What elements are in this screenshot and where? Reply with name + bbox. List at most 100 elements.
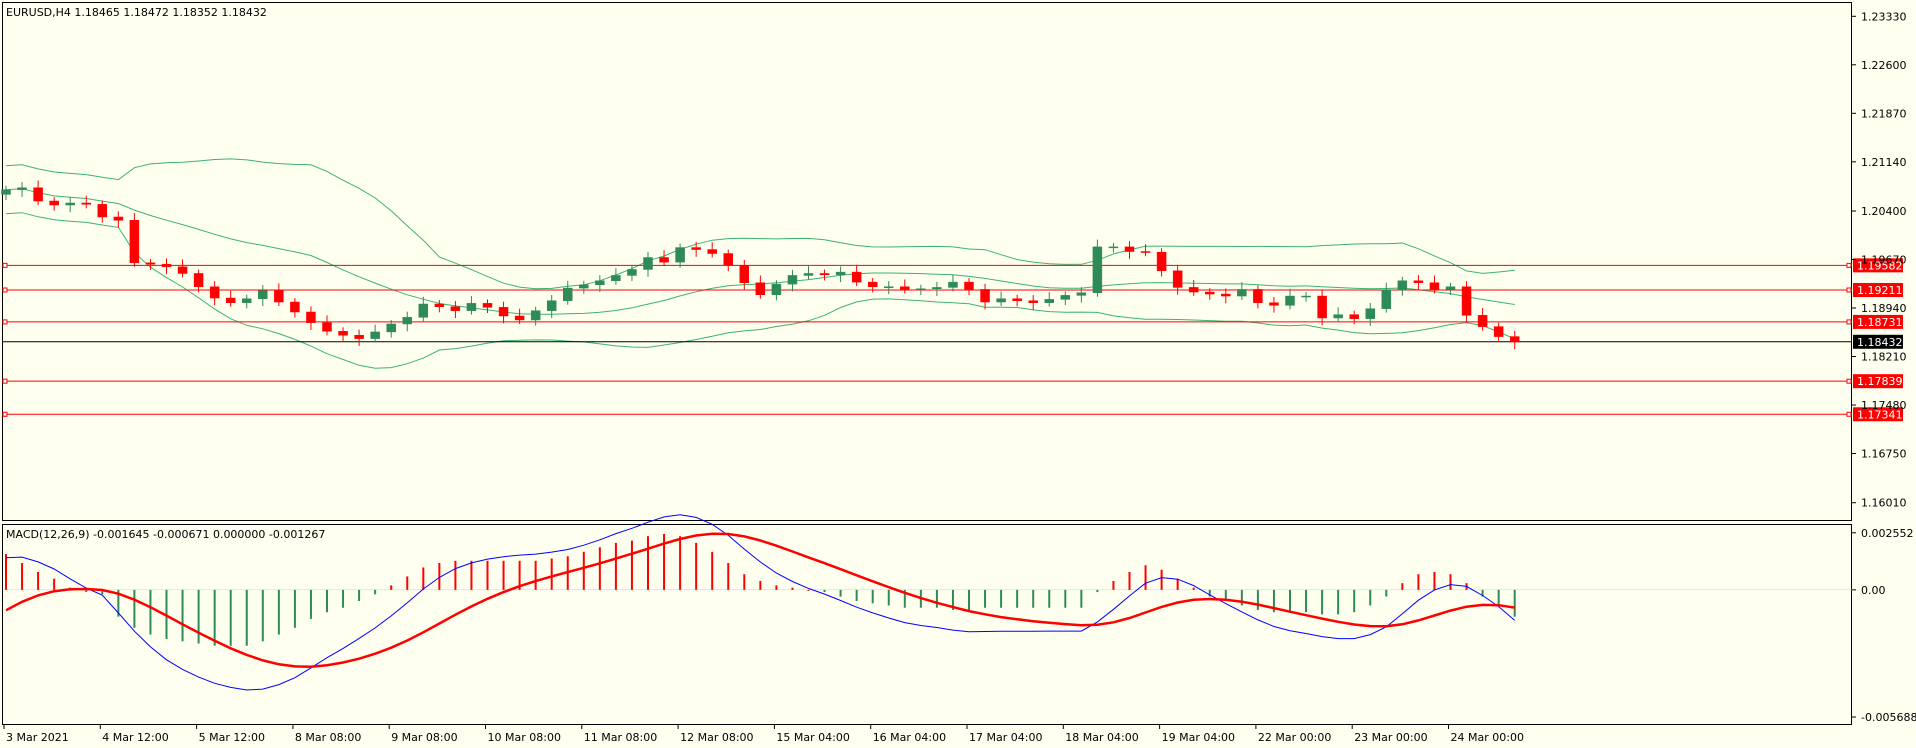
- level-price-tag: [1853, 258, 1903, 273]
- candle-body: [1397, 280, 1408, 291]
- candle-body: [17, 187, 27, 190]
- candle-body: [1108, 246, 1119, 249]
- candle-body: [1124, 246, 1135, 252]
- candle-body: [546, 300, 557, 311]
- level-handle-right[interactable]: [1846, 287, 1852, 293]
- candle-body: [402, 317, 412, 325]
- candle-body: [322, 322, 332, 332]
- level-price-tag: [1853, 314, 1903, 329]
- candle-body: [1172, 270, 1183, 288]
- candle-body: [434, 303, 445, 307]
- time-tick-label: 12 Mar 08:00: [680, 731, 753, 744]
- candle-body: [290, 301, 300, 313]
- level-handle-left[interactable]: [2, 411, 8, 417]
- level-price-tag: [1853, 374, 1903, 389]
- candle-body: [1429, 282, 1440, 290]
- price-tick-label: 1.21140: [1861, 156, 1907, 169]
- candle-body: [1028, 300, 1038, 303]
- price-tick-label: 1.18210: [1861, 351, 1907, 364]
- level-handle-left[interactable]: [2, 378, 8, 384]
- macd-header: MACD(12,26,9) -0.001645 -0.000671 0.0000…: [6, 528, 325, 541]
- candle-body: [611, 275, 621, 282]
- time-tick-label: 16 Mar 04:00: [873, 731, 946, 744]
- candle-body: [450, 306, 461, 311]
- candle-body: [1188, 287, 1199, 293]
- level-handle-left[interactable]: [2, 262, 8, 268]
- candle-body: [1333, 314, 1343, 319]
- bollinger-upper-line: [5, 158, 1515, 290]
- candle-body: [1076, 292, 1087, 296]
- candle-body: [1140, 251, 1151, 253]
- level-price-label: 1.17839: [1857, 375, 1903, 388]
- candlesticks: [1, 180, 1520, 350]
- candle-body: [1060, 295, 1071, 300]
- candle-body: [1509, 336, 1520, 343]
- time-tick-label: 24 Mar 00:00: [1451, 731, 1524, 744]
- candle-body: [707, 249, 717, 254]
- macd-tick-label: -0.005688: [1861, 711, 1916, 724]
- time-tick-label: 22 Mar 00:00: [1258, 731, 1331, 744]
- price-tick-label: 1.22600: [1861, 59, 1907, 72]
- price-tick-label: 1.21870: [1861, 107, 1907, 120]
- candle-body: [113, 216, 124, 221]
- candle-body: [49, 200, 59, 206]
- level-price-label: 1.19582: [1857, 259, 1903, 272]
- candle-body: [787, 275, 798, 285]
- candle-body: [755, 282, 766, 295]
- candle-body: [1253, 289, 1263, 303]
- level-price-tag: [1853, 283, 1903, 298]
- candle-body: [723, 253, 733, 266]
- candle-body: [996, 298, 1006, 303]
- candle-body: [193, 273, 204, 288]
- time-tick-label: 9 Mar 08:00: [391, 731, 457, 744]
- candle-body: [1, 189, 11, 195]
- candle-body: [177, 266, 188, 274]
- level-price-tag: [1853, 407, 1903, 422]
- candle-body: [819, 273, 830, 276]
- candle-body: [1317, 295, 1327, 319]
- level-handle-left[interactable]: [2, 287, 8, 293]
- level-price-label: 1.18731: [1857, 316, 1903, 329]
- candle-body: [803, 273, 814, 276]
- price-tick-label: 1.16010: [1861, 497, 1907, 510]
- candle-body: [1349, 314, 1359, 319]
- candle-body: [466, 303, 477, 311]
- candle-body: [659, 257, 669, 263]
- macd-tick-label: 0.002552: [1861, 527, 1914, 540]
- level-handle-right[interactable]: [1846, 262, 1852, 268]
- candle-body: [1269, 302, 1279, 306]
- candle-body: [1413, 280, 1424, 284]
- bollinger-lower-line: [5, 212, 1515, 369]
- candle-body: [1012, 298, 1022, 301]
- macd-panel-frame: [2, 524, 1852, 725]
- main-panel-frame: [2, 2, 1852, 521]
- candle-body: [595, 280, 605, 286]
- candle-body: [916, 288, 926, 290]
- candle-body: [242, 298, 252, 303]
- candle-body: [835, 271, 846, 276]
- candle-body: [1205, 291, 1215, 295]
- candle-body: [1221, 293, 1231, 297]
- candle-body: [225, 297, 236, 303]
- candle-body: [884, 286, 894, 289]
- candle-body: [932, 287, 942, 289]
- candle-body: [129, 220, 140, 264]
- level-handle-left[interactable]: [2, 319, 8, 325]
- horizontal-levels: 1.19582 1.19211 1.18731 1.17839 1.17341 1.184…: [2, 258, 1903, 422]
- candle-body: [306, 311, 316, 323]
- time-tick-label: 8 Mar 08:00: [295, 731, 361, 744]
- candle-body: [739, 265, 750, 284]
- level-handle-right[interactable]: [1846, 319, 1852, 325]
- candle-body: [579, 284, 589, 289]
- candle-body: [851, 271, 862, 283]
- macd-tick-label: 0.00: [1861, 584, 1886, 597]
- candle-body: [97, 204, 108, 218]
- level-handle-right[interactable]: [1846, 411, 1852, 417]
- candle-body: [980, 289, 990, 303]
- candle-body: [1156, 251, 1167, 272]
- candle-body: [386, 323, 396, 333]
- price-axis: 1.23330 1.22600 1.21870 1.21140 1.20400 1.196…: [1852, 10, 1916, 724]
- candle-body: [948, 281, 958, 288]
- level-handle-right[interactable]: [1846, 378, 1852, 384]
